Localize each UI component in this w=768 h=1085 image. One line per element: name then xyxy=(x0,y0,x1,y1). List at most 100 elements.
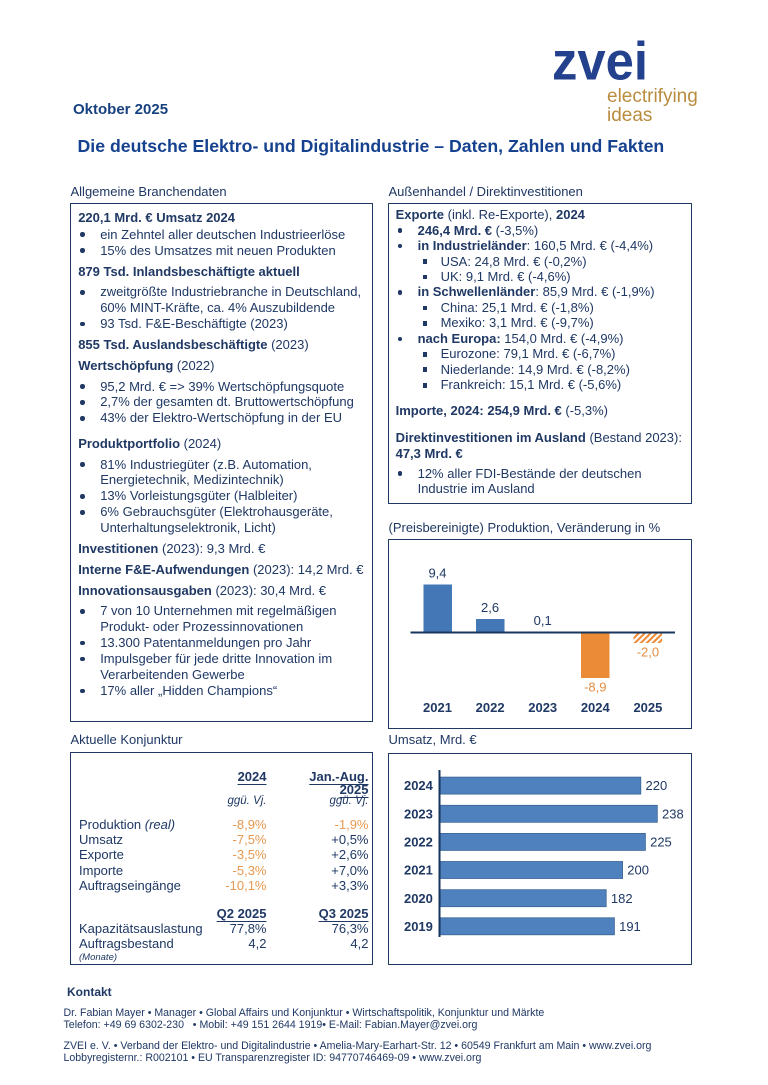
value-2024: -3,5% xyxy=(232,847,267,863)
text-segment: (2023): 14,2 Mrd. € xyxy=(249,561,364,577)
panel-aussenhandel: Exporte (inkl. Re-Exporte), 2024 246,4 Mr… xyxy=(388,203,692,504)
footer-org-register: Lobbyregisternr.: R002101 • EU Transpare… xyxy=(63,1051,482,1064)
subheader-ggue-vj: ggü. Vj. xyxy=(227,794,267,807)
bar-2019 xyxy=(439,917,615,936)
statement-line: 879 Tsd. Inlandsbeschäftigte aktuell xyxy=(78,264,367,280)
bullet-list: 7 von 10 Unternehmen mit regelmäßigen Pr… xyxy=(78,603,367,698)
bar-2022 xyxy=(439,833,646,851)
text-segment: 2024 xyxy=(555,207,585,223)
statement-line: 47,3 Mrd. € xyxy=(396,446,689,461)
value-2025: +3,3% xyxy=(331,877,369,893)
col-header-2024: 2024 xyxy=(237,768,267,784)
panel-branchendaten: 220,1 Mrd. € Umsatz 2024 ein Zehntel alle… xyxy=(70,203,373,722)
bullet-item: in Industrieländer: 160,5 Mrd. € (-4,4%) xyxy=(396,238,689,253)
bullet-list: 95,2 Mrd. € => 39% Wertschöpfungsquote 2,… xyxy=(78,379,367,427)
text-segment: 13% Vorleistungsgüter (Halbleiter) xyxy=(100,488,298,504)
value-q3: 76,3% xyxy=(331,921,369,937)
text-segment: 95,2 Mrd. € => 39% Wertschöpfungsquote xyxy=(100,378,345,394)
zvei-logo: zvei xyxy=(552,32,648,92)
col-header-2025b: 2025 xyxy=(339,782,369,798)
text-segment: Direktinvestitionen im Ausland xyxy=(395,430,586,446)
zvei-logo-tagline: electrifying ideas xyxy=(607,87,698,125)
y-axis-tick-label: 2019 xyxy=(404,919,433,934)
text-segment: Interne F&E-Aufwendungen xyxy=(78,561,250,577)
bar-value-label: 200 xyxy=(627,863,649,878)
bullet-item: ein Zehntel aller deutschen Industrieerl… xyxy=(78,227,367,243)
table-row: ggü. Vj. ggü. Vj. xyxy=(79,793,370,810)
bar-value-label: 9,4 xyxy=(428,565,446,580)
zvei-tagline-line1: electrifying xyxy=(607,86,698,108)
zvei-logo-wordmark: zvei xyxy=(552,32,648,92)
section-label-produktion-chart: (Preisbereinigte) Produktion, Veränderun… xyxy=(388,519,661,535)
table-row: Kapazitätsauslastung 77,8% 76,3% xyxy=(79,921,370,938)
text-segment: (2023): 9,3 Mrd. € xyxy=(158,540,266,556)
text-segment: ein Zehntel aller deutschen Industrieerl… xyxy=(100,226,346,242)
table-row: Auftragseingänge -10,1% +3,3% xyxy=(79,878,370,895)
y-axis-tick-label: 2023 xyxy=(404,806,433,821)
value-q2: 77,8% xyxy=(229,921,267,937)
sub-bullet-item: USA: 24,8 Mrd. € (-0,2%) xyxy=(421,254,689,269)
page-title: Die deutsche Elektro- und Digitalindustr… xyxy=(77,135,665,156)
text-segment: 879 Tsd. Inlandsbeschäftigte aktuell xyxy=(78,263,300,279)
table-row: Q2 2025 Q3 2025 xyxy=(79,906,370,923)
text-segment: Impulsgeber für jede dritte Innovation i… xyxy=(100,651,333,682)
bar-2025 xyxy=(633,632,662,643)
text-segment: : 160,5 Mrd. € (-4,4%) xyxy=(526,238,654,254)
table-row: 2024 Jan.-Aug. xyxy=(79,769,370,786)
bullet-item: 13.300 Patentanmeldungen pro Jahr xyxy=(78,635,367,651)
text-segment: : 85,9 Mrd. € (-1,9%) xyxy=(535,284,655,300)
text-segment: Mexiko: 3,1 Mrd. € (-9,7%) xyxy=(440,315,594,331)
text-segment: 17% aller „Hidden Champions“ xyxy=(100,682,278,698)
statement-line: Importe, 2024: 254,9 Mrd. € (-5,3%) xyxy=(396,403,689,418)
text-segment: 246,4 Mrd. € xyxy=(417,222,493,238)
table-row: Produktion (real) -8,9% -1,9% xyxy=(79,817,370,834)
row-label: Auftragseingänge xyxy=(79,878,181,894)
panel-produktion-chart: 9,4 2021 2,6 2022 0,1 2023 -8,9 2024 -2,0 2025 xyxy=(388,538,692,729)
value-q2: 4,2 xyxy=(248,936,267,952)
row-label: Auftragsbestand xyxy=(79,936,174,952)
text-segment: Exporte xyxy=(79,847,124,863)
y-axis-tick-label: 2021 xyxy=(404,863,433,878)
section-label-aussenhandel: Außenhandel / Direktinvestitionen xyxy=(388,183,583,199)
bullet-item: 2,7% der gesamten dt. Bruttowertschöpfun… xyxy=(78,394,367,410)
text-segment: UK: 9,1 Mrd. € (-4,6%) xyxy=(440,269,571,284)
report-date: Oktober 2025 xyxy=(73,101,169,118)
statement-line: Interne F&E-Aufwendungen (2023): 14,2 Mr… xyxy=(78,562,367,578)
x-axis-tick-label: 2021 xyxy=(423,700,452,715)
bar-value-label: 225 xyxy=(650,835,672,850)
bar-value-label: 182 xyxy=(611,891,633,906)
statement-line: Investitionen (2023): 9,3 Mrd. € xyxy=(78,541,367,557)
section-label-umsatz-chart: Umsatz, Mrd. € xyxy=(388,732,477,748)
text-segment: 81% Industriegüter (z.B. Automation, Ene… xyxy=(100,456,312,488)
text-segment: Umsatz xyxy=(79,832,124,848)
sub-bullet-item: Frankreich: 15,1 Mrd. € (-5,6%) xyxy=(421,377,689,392)
bullet-list: 81% Industriegüter (z.B. Automation, Ene… xyxy=(78,457,367,537)
y-axis-tick-label: 2022 xyxy=(404,835,433,850)
text-segment: nach Europa: xyxy=(417,330,501,346)
y-axis-tick-label: 2020 xyxy=(404,891,433,906)
text-segment: 15% des Umsatzes mit neuen Produkten xyxy=(100,242,336,258)
value-2025: -1,9% xyxy=(334,816,369,832)
row-label: Umsatz xyxy=(79,832,123,848)
table-row: 2025 xyxy=(79,782,370,799)
bullet-item: 93 Tsd. F&E-Beschäftigte (2023) xyxy=(78,316,367,332)
footer-org-block: ZVEI e. V. • Verband der Elektro- und Di… xyxy=(64,1040,652,1065)
bar-2021 xyxy=(439,861,623,880)
text-segment: Investitionen xyxy=(78,540,159,556)
row-label: Produktion (real) xyxy=(79,817,175,833)
text-segment: (-3,5%) xyxy=(492,222,539,238)
statement-line: Innovationsausgaben (2023): 30,4 Mrd. € xyxy=(78,583,367,599)
bullet-item: 12% aller FDI-Bestände der deutschen Ind… xyxy=(396,466,689,497)
subheader-ggue-vj: ggü. Vj. xyxy=(329,794,369,807)
table-row: Auftragsbestand 4,2 4,2 xyxy=(79,936,370,953)
text-segment: China: 25,1 Mrd. € (-1,8%) xyxy=(440,299,594,315)
col-header-q2: Q2 2025 xyxy=(216,905,267,921)
text-segment: 2,7% der gesamten dt. Bruttowertschöpfun… xyxy=(100,394,354,410)
sub-bullet-item: China: 25,1 Mrd. € (-1,8%) xyxy=(421,300,689,315)
text-segment: 7 von 10 Unternehmen mit regelmäßigen Pr… xyxy=(100,603,337,635)
text-segment: in Schwellenländer xyxy=(417,284,536,300)
row-label: Kapazitätsauslastung xyxy=(79,921,203,937)
text-segment: 47,3 Mrd. € xyxy=(395,445,463,461)
text-segment: Produktion xyxy=(79,816,145,832)
statement-line: Wertschöpfung (2022) xyxy=(78,358,367,374)
